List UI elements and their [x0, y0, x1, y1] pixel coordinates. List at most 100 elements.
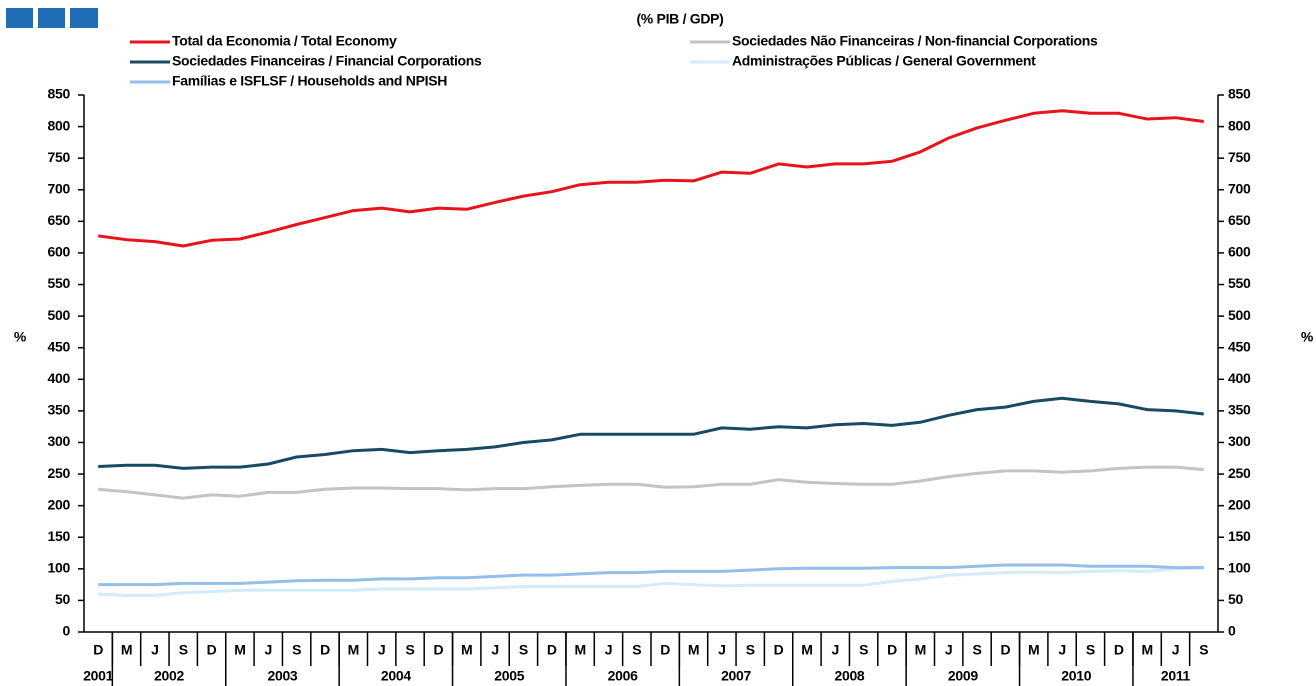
y-tick-label: 50 — [55, 591, 70, 607]
y2-axis-label: % — [1301, 329, 1314, 345]
year-label: 2006 — [608, 668, 638, 684]
x-tick-label: M — [348, 642, 359, 658]
x-tick-label: D — [1114, 642, 1124, 658]
y2-tick-label: 150 — [1228, 528, 1251, 544]
y-tick-label: 750 — [48, 149, 71, 165]
y2-tick-label: 700 — [1228, 180, 1251, 196]
chart-title: (% PIB / GDP) — [636, 11, 723, 27]
x-tick-label: S — [859, 642, 868, 658]
y2-tick-label: 350 — [1228, 402, 1251, 418]
x-tick-label: M — [234, 642, 245, 658]
series-line — [98, 109, 1204, 248]
series-line — [98, 563, 1204, 587]
y2-tick-label: 800 — [1228, 117, 1251, 133]
y-tick-label: 800 — [48, 117, 71, 133]
y-tick-label: 500 — [48, 307, 71, 323]
y2-tick-label: 250 — [1228, 465, 1251, 481]
x-tick-label: S — [179, 642, 188, 658]
y-axis-label: % — [14, 329, 27, 345]
x-tick-label: S — [1086, 642, 1095, 658]
logo-block — [38, 8, 65, 28]
y2-tick-label: 200 — [1228, 496, 1251, 512]
x-tick-label: M — [915, 642, 926, 658]
legend-label: Sociedades Não Financeiras / Non-financi… — [732, 33, 1098, 49]
x-tick-label: M — [1028, 642, 1039, 658]
x-tick-label: D — [660, 642, 670, 658]
x-tick-label: S — [292, 642, 301, 658]
x-tick-label: J — [1058, 642, 1066, 658]
y-tick-label: 650 — [48, 212, 71, 228]
logo-block — [70, 8, 98, 28]
x-tick-label: D — [433, 642, 443, 658]
x-tick-label: J — [945, 642, 953, 658]
y-tick-label: 250 — [48, 465, 71, 481]
y2-tick-label: 650 — [1228, 212, 1251, 228]
x-tick-label: M — [688, 642, 699, 658]
y2-tick-label: 750 — [1228, 149, 1251, 165]
x-tick-label: M — [801, 642, 812, 658]
x-tick-label: S — [406, 642, 415, 658]
series-line — [98, 396, 1204, 470]
x-tick-label: J — [378, 642, 386, 658]
y-tick-label: 600 — [48, 244, 71, 260]
x-tick-label: D — [774, 642, 784, 658]
y2-tick-label: 100 — [1228, 560, 1251, 576]
logo-block — [6, 8, 33, 28]
y-tick-label: 850 — [48, 86, 71, 102]
x-tick-label: J — [605, 642, 613, 658]
y2-tick-label: 850 — [1228, 86, 1251, 102]
x-tick-label: D — [547, 642, 557, 658]
x-tick-label: D — [93, 642, 103, 658]
year-label: 2009 — [948, 668, 978, 684]
x-tick-label: D — [320, 642, 330, 658]
x-tick-label: M — [574, 642, 585, 658]
y2-tick-label: 500 — [1228, 307, 1251, 323]
y2-tick-label: 300 — [1228, 433, 1251, 449]
y-tick-label: 0 — [63, 623, 71, 639]
x-tick-label: S — [632, 642, 641, 658]
year-label: 2008 — [834, 668, 864, 684]
x-tick-label: J — [491, 642, 499, 658]
year-label: 2007 — [721, 668, 751, 684]
y2-tick-label: 550 — [1228, 275, 1251, 291]
year-label: 2004 — [381, 668, 411, 684]
year-label: 2001 — [83, 668, 113, 684]
legend-label: Total da Economia / Total Economy — [172, 33, 397, 49]
y-tick-label: 450 — [48, 338, 71, 354]
year-label: 2010 — [1061, 668, 1091, 684]
y2-tick-label: 0 — [1228, 623, 1236, 639]
year-label: 2003 — [267, 668, 297, 684]
x-tick-label: M — [461, 642, 472, 658]
x-tick-label: J — [718, 642, 726, 658]
y-tick-label: 700 — [48, 180, 71, 196]
x-tick-label: S — [519, 642, 528, 658]
y-tick-label: 200 — [48, 496, 71, 512]
year-label: 2011 — [1161, 668, 1191, 684]
x-tick-label: J — [832, 642, 840, 658]
x-tick-label: J — [151, 642, 159, 658]
x-tick-label: J — [1172, 642, 1180, 658]
y2-tick-label: 400 — [1228, 370, 1251, 386]
x-tick-label: S — [973, 642, 982, 658]
y2-tick-label: 50 — [1228, 591, 1243, 607]
y2-tick-label: 600 — [1228, 244, 1251, 260]
y-tick-label: 150 — [48, 528, 71, 544]
x-tick-label: M — [1141, 642, 1152, 658]
series-line — [98, 566, 1204, 597]
legend-label: Administrações Públicas / General Govern… — [732, 53, 1036, 69]
legend-label: Sociedades Financeiras / Financial Corpo… — [172, 53, 482, 69]
y-tick-label: 550 — [48, 275, 71, 291]
x-tick-label: S — [1199, 642, 1208, 658]
y2-tick-label: 450 — [1228, 338, 1251, 354]
series-line — [98, 465, 1204, 500]
x-tick-label: S — [746, 642, 755, 658]
x-tick-label: D — [207, 642, 217, 658]
y-tick-label: 300 — [48, 433, 71, 449]
x-tick-label: D — [887, 642, 897, 658]
x-tick-label: J — [265, 642, 273, 658]
y-tick-label: 400 — [48, 370, 71, 386]
year-label: 2005 — [494, 668, 524, 684]
x-tick-label: M — [121, 642, 132, 658]
year-label: 2002 — [154, 668, 184, 684]
